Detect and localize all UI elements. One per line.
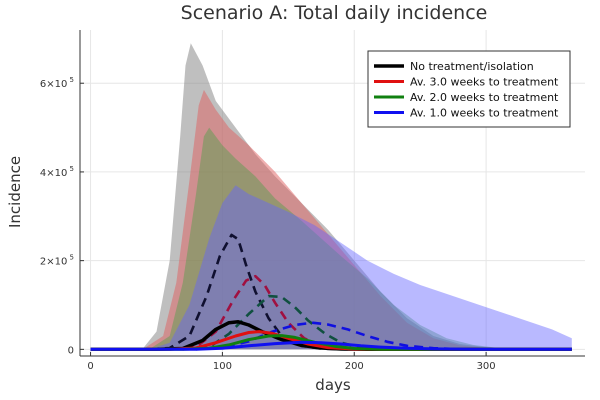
uncertainty-band-3 [90, 127, 572, 350]
legend-box [367, 50, 571, 128]
x-tick-label: 0 [87, 361, 93, 372]
legend-label: Av. 1.0 weeks to treatment [410, 107, 559, 120]
x-tick-label: 200 [345, 361, 364, 372]
x-tick-label: 300 [477, 361, 496, 372]
y-axis-title: Incidence [6, 156, 24, 228]
y-tick-label: 0 [68, 345, 74, 356]
chart-title: Scenario A: Total daily incidence [181, 2, 488, 24]
x-tick-label: 100 [213, 361, 232, 372]
uncertainty-band-4 [90, 185, 572, 350]
axis-layer [79, 30, 585, 357]
x-axis-title: days [315, 376, 351, 394]
legend-label: Av. 2.0 weeks to treatment [410, 91, 559, 104]
legend-label: Av. 3.0 weeks to treatment [410, 76, 559, 89]
legend-label: No treatment/isolation [410, 60, 534, 73]
y-tick-label: 6×10 5 [40, 76, 74, 90]
tick-label-layer: 0 100 200 300 0 2×10 5 4×10 5 6×10 5 [40, 76, 496, 372]
legend: No treatment/isolation Av. 3.0 weeks to t… [367, 50, 571, 128]
series-line-4 [90, 340, 572, 351]
y-tick-label: 4×10 5 [40, 165, 74, 179]
series-line-layer [90, 320, 572, 352]
y-tick-label: 2×10 5 [40, 254, 74, 268]
